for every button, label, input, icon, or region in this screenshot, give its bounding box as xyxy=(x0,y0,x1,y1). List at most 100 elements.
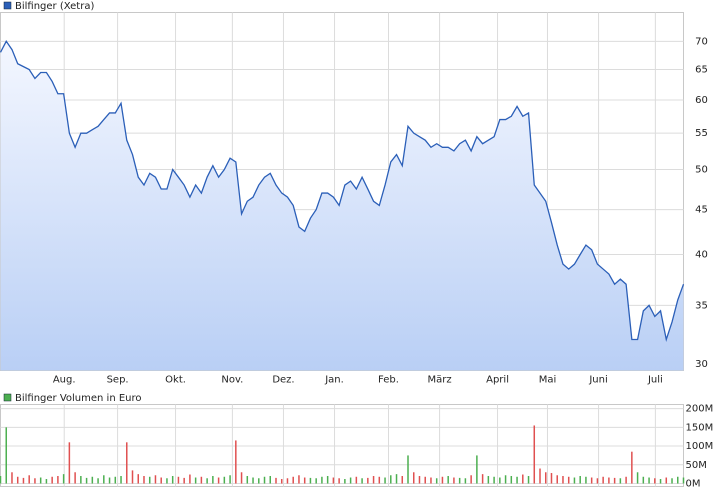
volume-bar xyxy=(476,455,478,484)
volume-bar xyxy=(447,476,449,484)
volume-bar xyxy=(332,477,335,484)
volume-bar xyxy=(453,477,455,484)
volume-bar xyxy=(315,478,317,484)
y-tick-label: 50M xyxy=(686,460,707,471)
volume-bar xyxy=(481,474,484,484)
volume-bar xyxy=(407,455,409,484)
volume-bar xyxy=(435,478,438,484)
volume-bar xyxy=(74,472,76,484)
volume-bar xyxy=(200,476,203,484)
volume-bar xyxy=(424,476,426,484)
volume-bar xyxy=(367,477,369,484)
volume-bar xyxy=(246,476,249,484)
volume-bar xyxy=(619,478,622,484)
volume-bar xyxy=(464,478,467,484)
volume-bar xyxy=(642,476,645,484)
volume-bar xyxy=(160,477,162,484)
volume-bar xyxy=(57,476,59,484)
volume-bar xyxy=(137,474,139,484)
volume-bar xyxy=(631,451,633,484)
volume-bar xyxy=(148,476,151,484)
x-tick-label: Juli xyxy=(647,375,663,386)
volume-bar xyxy=(378,476,381,484)
volume-bar xyxy=(189,474,191,484)
volume-bar xyxy=(608,477,610,484)
volume-bar xyxy=(677,476,679,484)
y-tick-label: 200M xyxy=(686,404,714,415)
volume-bar xyxy=(384,477,386,484)
y-tick-label: 65 xyxy=(695,65,708,76)
legend-swatch xyxy=(3,1,12,10)
volume-bar xyxy=(573,477,576,484)
volume-bar xyxy=(85,477,88,484)
volume-frame xyxy=(0,404,684,487)
volume-bar xyxy=(671,478,673,484)
area xyxy=(0,41,684,371)
volume-bar xyxy=(550,473,553,484)
volume-bar xyxy=(11,472,13,484)
volume-bar xyxy=(625,476,627,484)
volume-bar xyxy=(355,476,358,484)
volume-bar xyxy=(533,425,536,484)
volume-bar xyxy=(252,477,254,484)
volume-bar xyxy=(682,477,685,484)
volume-bar xyxy=(470,475,472,484)
volume-bar xyxy=(309,477,312,484)
volume-bar xyxy=(183,477,185,484)
volume-bar xyxy=(292,476,294,484)
volume-bar xyxy=(177,476,180,484)
volume-bar xyxy=(269,476,272,484)
volume-bar xyxy=(338,478,340,484)
volume-bar xyxy=(62,474,65,484)
volume-bar xyxy=(235,440,237,484)
volume-bar xyxy=(613,477,616,484)
volume-bar xyxy=(45,479,48,484)
volume-bar xyxy=(395,474,398,484)
volume-bar xyxy=(103,475,105,484)
volume-bar xyxy=(240,472,243,484)
volume-bar xyxy=(91,476,94,484)
volume-bar xyxy=(114,476,117,484)
volume-bar xyxy=(390,475,392,484)
volume-bar xyxy=(579,476,581,484)
volume-bar xyxy=(458,477,461,484)
volume-bar xyxy=(556,475,558,484)
volume-bar xyxy=(298,475,300,484)
volume-bar xyxy=(143,476,145,484)
volume-bar xyxy=(361,478,363,484)
volume-bar xyxy=(401,476,404,484)
y-tick-label: 55 xyxy=(695,128,708,139)
volume-bar xyxy=(636,472,639,484)
y-tick-label: 70 xyxy=(695,36,708,47)
volume-bar xyxy=(206,478,208,484)
volume-bar xyxy=(22,477,25,484)
volume-bar xyxy=(522,474,524,484)
volume-bar xyxy=(648,477,650,484)
volume-bar xyxy=(34,478,36,484)
volume-bar xyxy=(430,477,432,484)
x-tick-label: Okt. xyxy=(165,375,186,386)
volume-bar xyxy=(51,476,53,484)
y-tick-label: 60 xyxy=(695,95,708,106)
x-tick-label: Juni xyxy=(588,375,607,386)
volume-bar xyxy=(68,442,71,484)
volume-bar xyxy=(372,476,375,484)
legend-label: Bilfinger (Xetra) xyxy=(15,1,94,12)
volume-bar xyxy=(590,477,593,484)
y-tick-label: 0M xyxy=(686,479,701,490)
volume-bar xyxy=(527,476,530,484)
volume-bar xyxy=(654,478,656,484)
volume-bar xyxy=(585,476,587,484)
volume-bar xyxy=(665,477,668,484)
volume-bar xyxy=(562,476,564,484)
y-tick-label: 40 xyxy=(695,250,708,261)
y-tick-label: 100M xyxy=(686,441,714,452)
volume-bar xyxy=(516,476,518,484)
volume-bar xyxy=(166,478,168,484)
volume-bar xyxy=(212,476,214,484)
x-tick-label: Feb. xyxy=(378,375,399,386)
volume-bar xyxy=(80,476,82,484)
volume-bar xyxy=(39,477,42,484)
volume-bar xyxy=(0,476,2,484)
